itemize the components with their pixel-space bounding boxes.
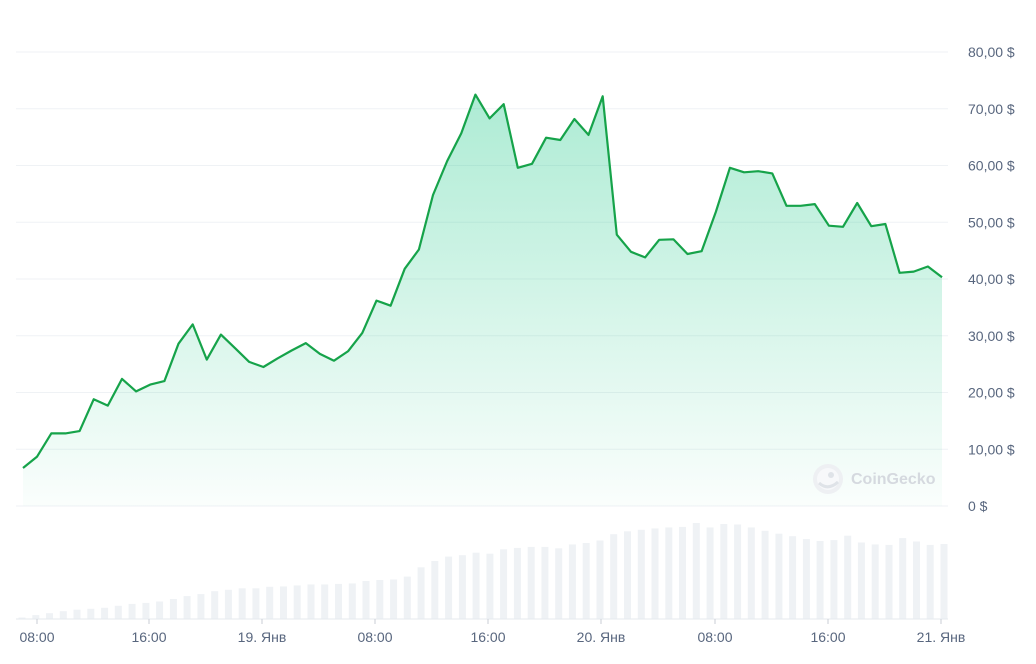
volume-bar [816, 541, 824, 619]
x-tick-label: 20. Янв [577, 629, 626, 645]
volume-bar [926, 544, 934, 619]
volume-bar [280, 586, 287, 619]
volume-bar [32, 615, 40, 619]
volume-bar [899, 538, 907, 619]
volume-bar [142, 602, 150, 619]
volume-bar [431, 561, 439, 619]
volume-bar [582, 543, 590, 619]
y-tick-label: 0 $ [968, 498, 988, 514]
price-area [22, 93, 943, 506]
volume-bar [403, 576, 411, 619]
x-tick-label: 16:00 [131, 629, 166, 645]
y-tick-label: 80,00 $ [968, 44, 1015, 60]
x-tick-label: 08:00 [357, 629, 392, 645]
y-tick-label: 20,00 $ [968, 385, 1015, 401]
volume-bar [59, 611, 67, 619]
volume-bar [293, 585, 301, 619]
volume-bar [156, 601, 164, 619]
volume-bar [128, 603, 136, 619]
volume-bar [857, 542, 865, 619]
x-tick-label: 21. Янв [917, 629, 966, 645]
y-tick-label: 40,00 $ [968, 271, 1015, 287]
volume-bar [500, 549, 508, 619]
volume-bar [624, 531, 631, 619]
volume-bar [885, 544, 893, 619]
volume-bar [486, 553, 494, 619]
volume-bar [266, 586, 274, 619]
volume-bar [651, 528, 659, 619]
x-tick-label: 19. Янв [238, 629, 287, 645]
volume-bar [802, 539, 810, 619]
y-tick-label: 70,00 $ [968, 101, 1015, 117]
volume-bar [568, 544, 576, 619]
volume-bar [541, 546, 549, 619]
volume-bar [211, 591, 219, 619]
x-tick-label: 16:00 [810, 629, 845, 645]
volume-bar [734, 524, 742, 619]
volume-bar [321, 584, 329, 619]
y-axis: 0 $ 10,00 $ 20,00 $ 30,00 $ 40,00 $ 50,00 $ 60… [968, 44, 1015, 514]
volume-bar [610, 534, 618, 619]
volume-bar [940, 544, 948, 619]
volume-bar [445, 556, 453, 619]
volume-bar [692, 523, 700, 619]
y-tick-label: 30,00 $ [968, 328, 1015, 344]
volume-bar [307, 584, 315, 619]
volume-bar [706, 527, 714, 619]
volume-bar [362, 581, 370, 619]
volume-bar [761, 530, 769, 619]
volume-bar [637, 529, 645, 619]
y-tick-label: 10,00 $ [968, 441, 1015, 457]
volume-bar [555, 548, 563, 619]
volume-bar [73, 609, 81, 619]
volume-bar [197, 594, 205, 619]
coingecko-logo-icon [813, 464, 843, 494]
volume-bar [596, 540, 604, 619]
x-tick-label: 08:00 [697, 629, 732, 645]
x-tick-label: 08:00 [19, 629, 54, 645]
volume-bar [513, 547, 521, 619]
volume-bar [18, 617, 26, 619]
x-tick-label: 16:00 [470, 629, 505, 645]
volume-bar [665, 527, 673, 619]
volume-bar [913, 541, 920, 619]
y-tick-label: 60,00 $ [968, 158, 1015, 174]
volume-bar [390, 579, 398, 619]
volume-bar [871, 544, 879, 619]
volume-bar [114, 605, 122, 619]
volume-bar [679, 526, 686, 619]
price-line [22, 93, 943, 469]
volume-bar [238, 588, 246, 619]
volume-bar [87, 608, 95, 619]
volume-bar [252, 588, 260, 619]
volume-bar [224, 589, 232, 619]
volume-bar [183, 596, 191, 619]
volume-bar [775, 533, 783, 619]
volume-bar [169, 599, 177, 619]
volume-bars [18, 523, 948, 619]
coingecko-watermark: CoinGecko [813, 464, 936, 494]
volume-bar [376, 580, 384, 619]
volume-bar [472, 552, 480, 619]
volume-bar [335, 583, 342, 619]
price-area-fill [23, 94, 942, 506]
volume-bar [417, 567, 425, 619]
volume-bar [844, 535, 852, 619]
y-tick-label: 50,00 $ [968, 214, 1015, 230]
volume-bar [527, 546, 535, 619]
volume-bar [747, 527, 755, 619]
watermark-text: CoinGecko [851, 471, 936, 488]
volume-bar [789, 536, 797, 619]
volume-bar [458, 555, 466, 619]
volume-bar [46, 613, 53, 619]
volume-bar [830, 540, 838, 619]
volume-bar [348, 583, 356, 619]
volume-bar [720, 524, 728, 619]
volume-bar [101, 607, 109, 619]
x-axis: 08:00 16:00 19. Янв 08:00 16:00 20. Янв 08:00 1… [19, 619, 965, 645]
